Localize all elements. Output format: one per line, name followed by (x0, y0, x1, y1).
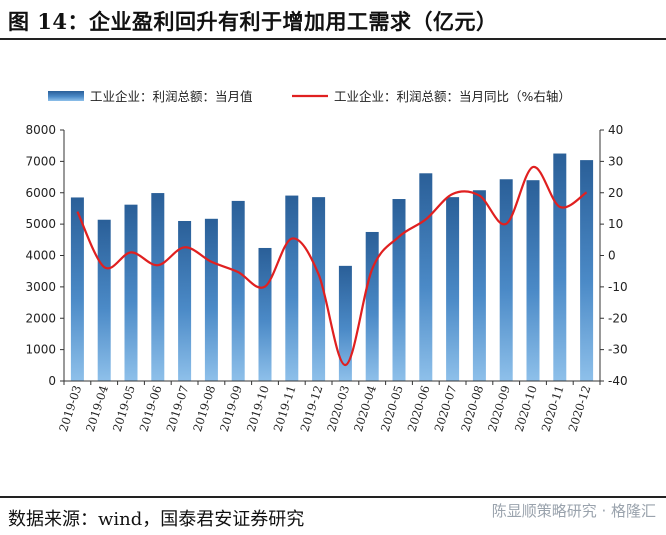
x-tick-label: 2019-08 (190, 384, 218, 434)
x-tick-label: 2020-06 (405, 384, 433, 434)
y-right-tick-label: -20 (608, 311, 628, 325)
x-tick-label: 2019-12 (297, 384, 325, 434)
x-tick-label: 2019-10 (244, 384, 272, 434)
y-left-tick-label: 0 (48, 374, 56, 388)
x-tick-label: 2020-08 (458, 384, 486, 434)
bar-2019-09 (231, 200, 245, 381)
x-tick-label: 2020-05 (378, 384, 406, 434)
bar-series (70, 153, 594, 381)
y-right-tick-label: 0 (608, 249, 616, 263)
x-tick-label: 2019-09 (217, 384, 245, 434)
legend-bar-swatch (48, 91, 84, 101)
bar-2019-05 (124, 204, 138, 381)
bar-2019-03 (70, 197, 84, 381)
y-left-tick-label: 6000 (25, 186, 56, 200)
bar-2019-07 (178, 220, 192, 381)
bar-2020-06 (419, 173, 433, 381)
title-rule (0, 38, 666, 40)
bar-2020-10 (526, 180, 540, 381)
bar-2020-11 (553, 153, 567, 381)
y-right-tick-label: 30 (608, 154, 623, 168)
bar-2019-04 (97, 219, 111, 381)
yoy-line (76, 165, 588, 367)
y-left-tick-label: 2000 (25, 311, 56, 325)
bar-2019-06 (151, 193, 165, 381)
y-left-tick-label: 4000 (25, 249, 56, 263)
legend-bar-label: 工业企业：利润总额：当月值 (90, 89, 253, 104)
bar-2020-07 (446, 197, 460, 381)
bar-2019-12 (312, 197, 326, 381)
x-tick-label: 2020-04 (351, 384, 379, 434)
bar-2020-04 (365, 231, 379, 381)
x-tick-label: 2020-07 (431, 384, 459, 434)
x-tick-label: 2020-09 (485, 384, 513, 434)
x-tick-label: 2020-12 (565, 384, 593, 434)
x-tick-label: 2020-03 (324, 384, 352, 434)
y-left-tick-label: 7000 (25, 154, 56, 168)
y-right-tick-label: -40 (608, 374, 628, 388)
x-tick-label: 2019-03 (56, 384, 84, 434)
y-right-tick-label: 20 (608, 186, 623, 200)
x-tick-label: 2019-06 (137, 384, 165, 434)
data-source: 数据来源：wind，国泰君安证券研究 (8, 509, 305, 530)
legend: 工业企业：利润总额：当月值 工业企业：利润总额：当月同比（%右轴） (48, 89, 571, 104)
bar-2020-08 (472, 190, 486, 381)
watermark: 陈显顺策略研究 · 格隆汇 (491, 502, 656, 520)
figure-title: 图 14：企业盈利回升有利于增加用工需求（亿元） (8, 9, 498, 34)
bar-2020-05 (392, 199, 406, 381)
bar-2020-12 (580, 160, 594, 381)
x-tick-label: 2020-10 (512, 384, 540, 434)
y-right-tick-label: 10 (608, 217, 623, 231)
x-tick-label: 2019-04 (83, 384, 111, 434)
line-series (76, 165, 588, 367)
x-tick-label: 2019-07 (163, 384, 191, 434)
y-right-tick-label: -10 (608, 280, 628, 294)
y-left-tick-label: 3000 (25, 280, 56, 294)
footer-rule (0, 496, 666, 498)
bar-2020-03 (338, 265, 352, 381)
x-tick-label: 2019-11 (271, 384, 299, 434)
x-tick-label: 2020-11 (539, 384, 567, 434)
y-left-tick-label: 5000 (25, 217, 56, 231)
y-right-tick-label: 40 (608, 123, 623, 137)
y-left-tick-label: 1000 (25, 343, 56, 357)
bar-2019-11 (285, 195, 299, 381)
y-left-tick-label: 8000 (25, 123, 56, 137)
bar-2020-09 (499, 179, 513, 381)
legend-line-label: 工业企业：利润总额：当月同比（%右轴） (334, 89, 571, 104)
y-right-tick-label: -30 (608, 343, 628, 357)
x-tick-label: 2019-05 (110, 384, 138, 434)
bar-2019-08 (204, 218, 218, 381)
bar-2019-10 (258, 247, 272, 381)
